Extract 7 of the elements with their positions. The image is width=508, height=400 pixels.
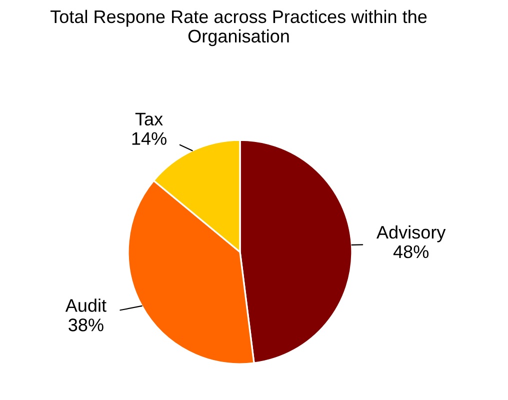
slice-label: Advisory bbox=[376, 225, 446, 242]
data-label: 38% bbox=[68, 318, 104, 332]
slice-label: Tax bbox=[135, 112, 163, 126]
data-label: 14% bbox=[132, 132, 166, 145]
data-label: 48% bbox=[393, 245, 429, 258]
chart-title: Total Respone Rate across Practices within the Organisation bbox=[50, 10, 427, 46]
slice-label: Audit bbox=[65, 298, 106, 312]
